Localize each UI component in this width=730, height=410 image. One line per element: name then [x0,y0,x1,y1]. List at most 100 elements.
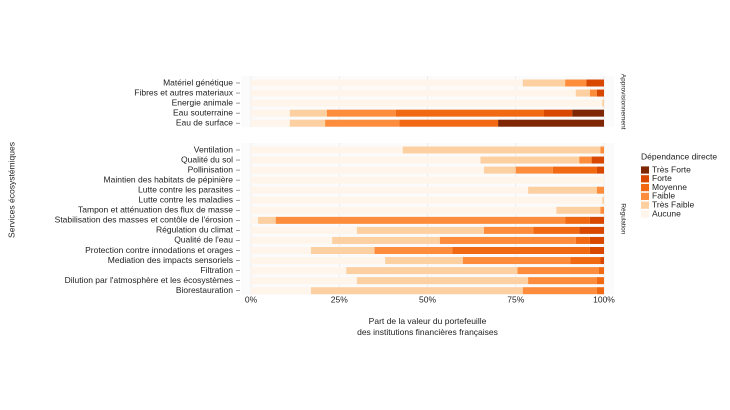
legend-label: Faible [652,191,675,201]
bar-segment [251,156,481,164]
y-tick-label: Lutte contre les parasites [138,184,233,194]
bar-segment [596,287,604,295]
bar-segment [251,247,312,254]
bar-segment [589,236,604,244]
bar-segment [251,287,312,295]
bar-segment [251,236,333,244]
bar-segment [579,226,604,234]
legend-label: Aucune [652,208,681,218]
legend-label: Très Forte [652,164,691,174]
bar-segment [326,109,396,117]
bar-segment [251,257,386,265]
y-tick-label: Protection contre innodations et orages [85,245,233,255]
bar-segment [311,247,375,254]
bar-segment [522,287,597,295]
bar-segment [251,166,484,174]
bar-segment [251,216,259,224]
bar-segment [289,109,327,117]
panel-label: Régulation [619,203,626,234]
bar-segment [251,109,290,117]
bar-segment [596,277,604,285]
bar-segment [602,196,604,204]
bar-segment [552,166,597,174]
y-tick-label: Filtration [200,265,233,275]
legend-label: Très Faible [652,199,694,209]
bar-segment [528,186,597,194]
x-tick-label: 0% [245,294,258,304]
x-axis-label: Part de la valeur du portefeuille des ins… [357,316,498,337]
legend-swatch [641,192,649,200]
bar-segment [589,216,604,224]
bar-segment [251,226,357,234]
legend-swatch [641,166,649,174]
bar-segment [275,216,566,224]
bar-segment [480,156,580,164]
y-tick-label: Energie animale [172,97,234,107]
bar-segment [515,166,553,174]
legend-swatch [641,210,649,218]
legend-swatch [641,201,649,209]
bar-segment [251,119,290,127]
y-tick-label: Qualité de l'eau [174,235,233,245]
bar-segment [483,166,516,174]
bar-segment [385,257,463,265]
bar-segment [600,257,604,265]
y-tick-label: Biorestauration [176,285,233,295]
bar-segment [556,206,601,214]
legend-label: Moyenne [652,182,687,192]
bar-segment [251,186,529,194]
y-tick-label: Fibres et autres materiaux [134,87,233,97]
y-axis-label: Services écosystémiques [6,142,16,238]
bar-segment [311,287,523,295]
bar-segment [251,196,603,204]
x-tick-label: 75% [507,294,524,304]
bar-segment [356,277,529,285]
legend-title: Dépendance directe [641,151,717,161]
bar-segment [600,206,604,214]
bar-segment [517,267,599,275]
x-tick-label: 50% [419,294,436,304]
bar-segment [589,89,597,97]
bar-segment [452,247,590,254]
bar-segment [543,109,573,117]
bar-segment [498,119,604,127]
bar-segment [251,99,603,107]
bar-segment [598,267,604,275]
y-tick-label: Lutte contre les maladies [139,195,234,205]
bar-segment [575,236,590,244]
bar-segment [565,216,590,224]
bar-segment [251,79,523,87]
bar-segment [251,146,403,154]
bar-segment [570,257,601,265]
y-tick-label: Stabilisation des masses et contôle de l… [55,215,234,225]
y-tick-label: Eau de surface [176,117,233,127]
bar-segment [251,176,604,184]
bar-segment [596,89,604,97]
y-tick-label: Maintien des habitats de pépinière [104,174,234,184]
legend-swatch [641,175,649,183]
bar-segment [251,277,357,285]
legend-label: Forte [652,173,672,183]
bar-segment [575,89,590,97]
bar-segment [289,119,326,127]
bar-segment [602,99,604,107]
bar-segment [579,156,592,164]
bar-segment [522,79,566,87]
bar-segment [402,146,601,154]
bar-segment [565,79,587,87]
bar-segment [596,186,604,194]
bar-segment [533,226,580,234]
y-tick-label: Qualité du sol [181,154,233,164]
bar-segment [325,119,400,127]
bar-segment [462,257,571,265]
bar-segment [258,216,276,224]
bar-segment [600,146,604,154]
y-tick-label: Pollinisation [188,164,234,174]
y-tick-label: Régulation du climat [156,225,234,235]
bar-segment [251,267,347,275]
y-tick-label: Dilution par l'atmosphère et les écosyst… [65,275,233,285]
bar-segment [356,226,484,234]
y-tick-label: Eau souterraine [173,107,233,117]
bar-segment [399,119,499,127]
